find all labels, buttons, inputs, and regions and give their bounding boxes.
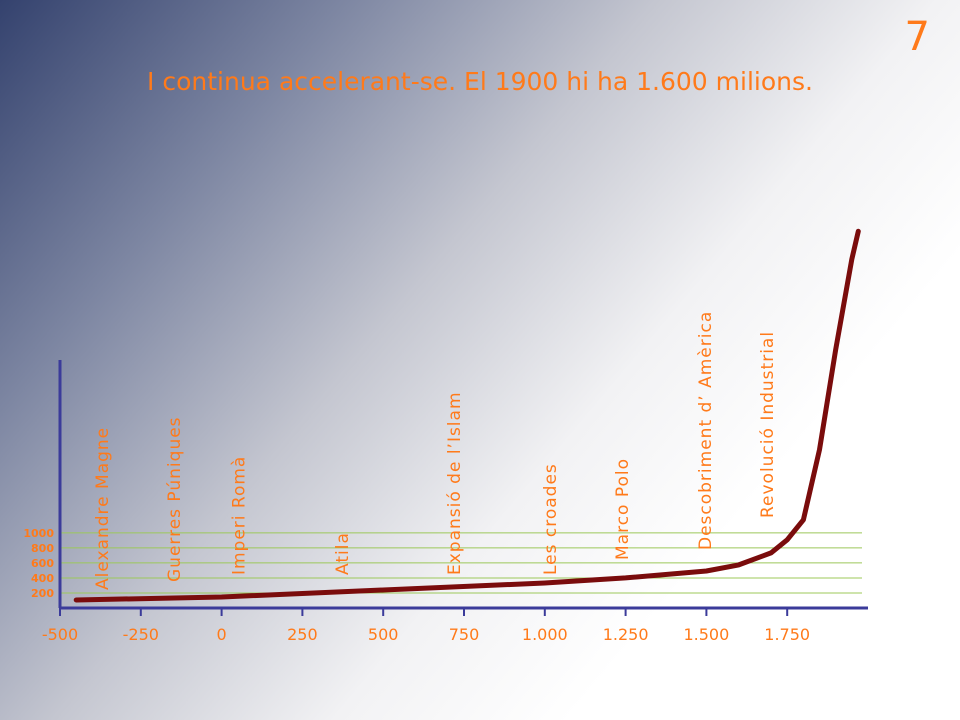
page-number: 7 — [905, 14, 930, 60]
x-tick-label: 1.500 — [683, 625, 729, 644]
annotation: Atila — [333, 532, 353, 575]
x-tick-label: 500 — [368, 625, 399, 644]
annotation: Expansió de l’Islam — [445, 391, 465, 575]
x-tick-label: 750 — [449, 625, 480, 644]
chart-title: I continua accelerant-se. El 1900 hi ha … — [147, 67, 813, 96]
annotation: Descobriment d’ Amèrica — [696, 311, 716, 550]
x-tick-label: 1.000 — [522, 625, 568, 644]
x-tick-label: 250 — [287, 625, 318, 644]
y-tick-label: 200 — [31, 587, 54, 600]
annotation: Marco Polo — [613, 458, 633, 560]
x-tick-label: -500 — [42, 625, 78, 644]
x-tick-label: 1.750 — [764, 625, 810, 644]
x-tick-label: 1.250 — [603, 625, 649, 644]
population-line — [73, 228, 861, 603]
annotation: Guerres Púniques — [165, 416, 185, 582]
x-tick-label: -250 — [123, 625, 159, 644]
annotation: Alexandre Magne — [93, 427, 113, 590]
annotation: Revolució Industrial — [758, 331, 778, 518]
y-tick-label: 400 — [31, 572, 54, 585]
annotation: Imperi Romà — [229, 456, 249, 575]
x-tick-label: 0 — [217, 625, 227, 644]
y-tick-label: 600 — [31, 557, 54, 570]
annotation: Les croades — [541, 463, 561, 575]
y-tick-label: 1000 — [23, 527, 54, 540]
y-tick-label: 800 — [31, 542, 54, 555]
